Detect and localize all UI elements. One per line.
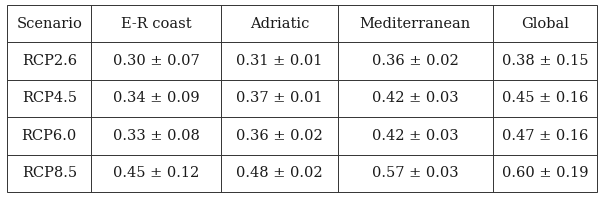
Text: 0.45 ± 0.12: 0.45 ± 0.12 — [113, 166, 199, 180]
Text: 0.42 ± 0.03: 0.42 ± 0.03 — [372, 129, 458, 143]
Text: RCP8.5: RCP8.5 — [22, 166, 77, 180]
Text: 0.34 ± 0.09: 0.34 ± 0.09 — [113, 91, 199, 106]
Text: Adriatic: Adriatic — [249, 17, 309, 31]
Text: 0.30 ± 0.07: 0.30 ± 0.07 — [113, 54, 199, 68]
Text: 0.45 ± 0.16: 0.45 ± 0.16 — [502, 91, 588, 106]
Text: 0.36 ± 0.02: 0.36 ± 0.02 — [236, 129, 323, 143]
Text: Global: Global — [521, 17, 569, 31]
Text: 0.37 ± 0.01: 0.37 ± 0.01 — [236, 91, 323, 106]
Text: Mediterranean: Mediterranean — [360, 17, 471, 31]
Text: 0.42 ± 0.03: 0.42 ± 0.03 — [372, 91, 458, 106]
Text: 0.60 ± 0.19: 0.60 ± 0.19 — [502, 166, 588, 180]
Text: RCP4.5: RCP4.5 — [22, 91, 77, 106]
Text: 0.57 ± 0.03: 0.57 ± 0.03 — [372, 166, 458, 180]
Text: Scenario: Scenario — [16, 17, 82, 31]
Text: 0.48 ± 0.02: 0.48 ± 0.02 — [236, 166, 323, 180]
Text: 0.47 ± 0.16: 0.47 ± 0.16 — [502, 129, 588, 143]
Text: RCP6.0: RCP6.0 — [22, 129, 77, 143]
Text: 0.36 ± 0.02: 0.36 ± 0.02 — [372, 54, 459, 68]
Text: 0.31 ± 0.01: 0.31 ± 0.01 — [236, 54, 323, 68]
Text: 0.33 ± 0.08: 0.33 ± 0.08 — [113, 129, 200, 143]
Text: 0.38 ± 0.15: 0.38 ± 0.15 — [502, 54, 588, 68]
Text: E-R coast: E-R coast — [121, 17, 191, 31]
Text: RCP2.6: RCP2.6 — [22, 54, 77, 68]
